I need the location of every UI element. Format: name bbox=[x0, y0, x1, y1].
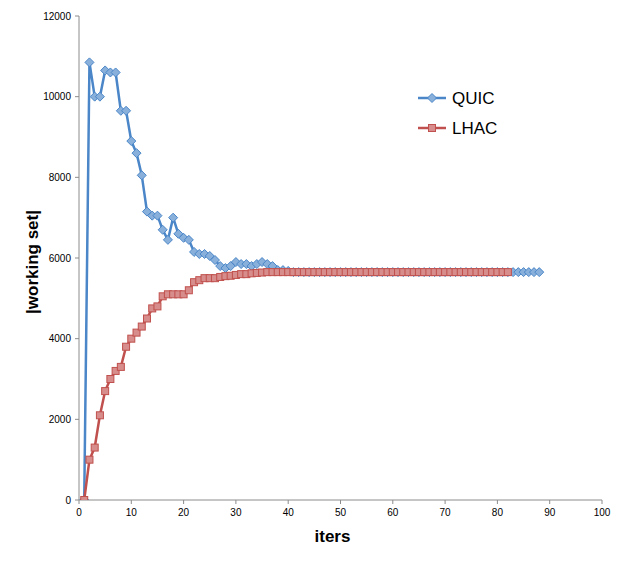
y-tick bbox=[75, 258, 79, 259]
legend-marker bbox=[428, 94, 437, 103]
x-tick bbox=[79, 500, 80, 504]
x-tick bbox=[549, 500, 550, 504]
data-point bbox=[117, 363, 124, 370]
legend-marker bbox=[429, 125, 436, 132]
x-tick-label: 90 bbox=[544, 507, 556, 518]
data-point bbox=[123, 343, 130, 350]
y-tick-label: 2000 bbox=[49, 414, 72, 425]
x-tick bbox=[602, 500, 603, 504]
x-tick-label: 30 bbox=[230, 507, 242, 518]
data-point bbox=[184, 235, 193, 244]
data-point bbox=[107, 376, 114, 383]
y-tick-label: 10000 bbox=[43, 91, 71, 102]
legend-label: LHAC bbox=[452, 119, 497, 138]
x-tick-label: 50 bbox=[335, 507, 347, 518]
x-tick bbox=[497, 500, 498, 504]
series-line bbox=[84, 62, 539, 500]
y-tick-label: 4000 bbox=[49, 333, 72, 344]
y-tick bbox=[75, 96, 79, 97]
x-axis-label: iters bbox=[315, 527, 351, 546]
data-point bbox=[80, 496, 89, 501]
data-point bbox=[96, 412, 103, 419]
chart: 0 2000 4000 6000 8000 10000 12000 0 10 20 30 40 50 60… bbox=[0, 0, 640, 569]
data-point bbox=[138, 323, 145, 330]
data-point bbox=[185, 287, 192, 294]
y-tick-label: 12000 bbox=[43, 11, 71, 22]
x-tick bbox=[131, 500, 132, 504]
x-tick bbox=[235, 500, 236, 504]
plot-area bbox=[80, 58, 544, 500]
x-tick-label: 10 bbox=[126, 507, 138, 518]
x-tick-label: 60 bbox=[387, 507, 399, 518]
data-point bbox=[504, 269, 511, 276]
data-point bbox=[158, 225, 167, 234]
data-point bbox=[127, 137, 136, 146]
series-line bbox=[84, 272, 508, 500]
data-point bbox=[154, 303, 161, 310]
data-point bbox=[111, 68, 120, 77]
x-tick-label: 80 bbox=[492, 507, 504, 518]
data-point bbox=[122, 106, 131, 115]
data-point bbox=[143, 315, 150, 322]
x-tick-label: 100 bbox=[594, 507, 611, 518]
x-tick bbox=[183, 500, 184, 504]
y-tick-label: 8000 bbox=[49, 172, 72, 183]
x-tick bbox=[288, 500, 289, 504]
y-tick bbox=[75, 16, 79, 17]
x-tick-label: 70 bbox=[440, 507, 452, 518]
legend-label: QUIC bbox=[452, 89, 495, 108]
data-point bbox=[91, 444, 98, 451]
data-point bbox=[132, 149, 141, 158]
data-point bbox=[81, 497, 88, 501]
data-point bbox=[95, 92, 104, 101]
data-point bbox=[86, 456, 93, 463]
y-tick bbox=[75, 419, 79, 420]
data-point bbox=[169, 213, 178, 222]
x-tick bbox=[340, 500, 341, 504]
x-tick-label: 40 bbox=[283, 507, 295, 518]
data-point bbox=[102, 388, 109, 395]
data-point bbox=[503, 268, 512, 277]
y-tick bbox=[75, 177, 79, 178]
x-tick bbox=[392, 500, 393, 504]
x-tick-label: 20 bbox=[178, 507, 190, 518]
y-axis-label: |working set| bbox=[23, 210, 42, 314]
data-point bbox=[85, 58, 94, 67]
y-tick-label: 0 bbox=[65, 495, 71, 506]
legend: QUIC LHAC bbox=[418, 89, 497, 138]
data-point bbox=[137, 171, 146, 180]
y-tick bbox=[75, 500, 79, 501]
data-point bbox=[163, 235, 172, 244]
y-tick-label: 6000 bbox=[49, 253, 72, 264]
background bbox=[0, 0, 640, 569]
y-tick bbox=[75, 338, 79, 339]
data-point bbox=[535, 268, 544, 277]
x-tick bbox=[445, 500, 446, 504]
data-point bbox=[153, 211, 162, 220]
x-tick-label: 0 bbox=[76, 507, 82, 518]
